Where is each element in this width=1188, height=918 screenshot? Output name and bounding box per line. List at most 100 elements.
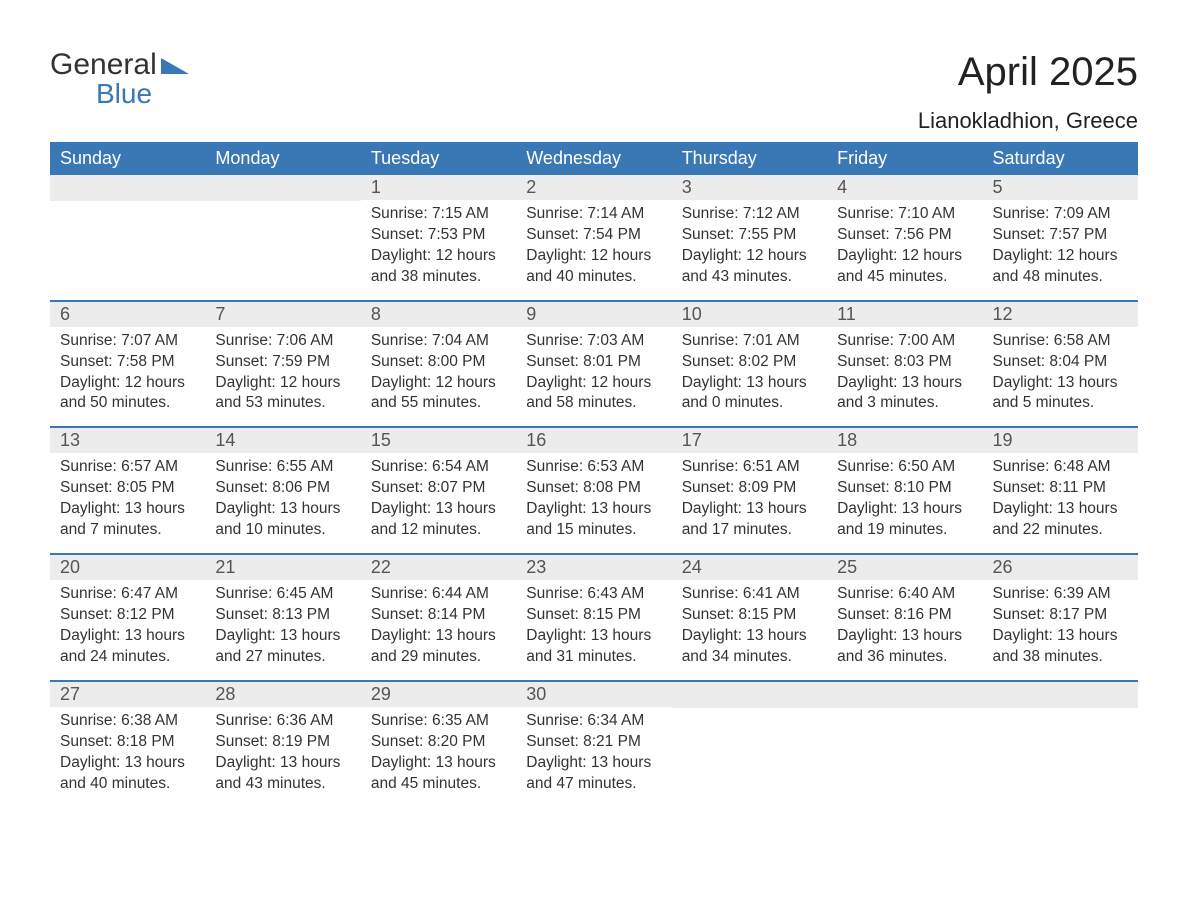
daylight-text: Daylight: 13 hours and 43 minutes. — [215, 753, 350, 795]
sunset-text: Sunset: 8:05 PM — [60, 478, 195, 499]
daylight-text: Daylight: 12 hours and 53 minutes. — [215, 373, 350, 415]
calendar-week-row: 13Sunrise: 6:57 AMSunset: 8:05 PMDayligh… — [50, 426, 1138, 553]
daylight-text: Daylight: 13 hours and 47 minutes. — [526, 753, 661, 795]
sunrise-text: Sunrise: 7:06 AM — [215, 331, 350, 352]
dow-sunday: Sunday — [50, 142, 205, 175]
day-body: Sunrise: 6:36 AMSunset: 8:19 PMDaylight:… — [205, 707, 360, 795]
day-body: Sunrise: 6:43 AMSunset: 8:15 PMDaylight:… — [516, 580, 671, 668]
sunrise-text: Sunrise: 6:36 AM — [215, 711, 350, 732]
day-body: Sunrise: 7:12 AMSunset: 7:55 PMDaylight:… — [672, 200, 827, 288]
sunrise-text: Sunrise: 7:14 AM — [526, 204, 661, 225]
day-number — [827, 682, 982, 708]
sunrise-text: Sunrise: 7:15 AM — [371, 204, 506, 225]
dow-monday: Monday — [205, 142, 360, 175]
sunset-text: Sunset: 8:14 PM — [371, 605, 506, 626]
day-body: Sunrise: 6:55 AMSunset: 8:06 PMDaylight:… — [205, 453, 360, 541]
logo-triangle-icon — [161, 50, 189, 80]
day-body: Sunrise: 6:58 AMSunset: 8:04 PMDaylight:… — [983, 327, 1138, 415]
daylight-text: Daylight: 13 hours and 15 minutes. — [526, 499, 661, 541]
calendar-day-cell: 19Sunrise: 6:48 AMSunset: 8:11 PMDayligh… — [983, 428, 1138, 553]
sunset-text: Sunset: 8:20 PM — [371, 732, 506, 753]
calendar-day-cell: 12Sunrise: 6:58 AMSunset: 8:04 PMDayligh… — [983, 302, 1138, 427]
daylight-text: Daylight: 13 hours and 29 minutes. — [371, 626, 506, 668]
sunset-text: Sunset: 7:55 PM — [682, 225, 817, 246]
daylight-text: Daylight: 13 hours and 5 minutes. — [993, 373, 1128, 415]
day-number: 20 — [50, 555, 205, 580]
sunset-text: Sunset: 7:59 PM — [215, 352, 350, 373]
daylight-text: Daylight: 13 hours and 24 minutes. — [60, 626, 195, 668]
sunrise-text: Sunrise: 7:01 AM — [682, 331, 817, 352]
sunrise-text: Sunrise: 6:44 AM — [371, 584, 506, 605]
day-body: Sunrise: 7:00 AMSunset: 8:03 PMDaylight:… — [827, 327, 982, 415]
daylight-text: Daylight: 13 hours and 3 minutes. — [837, 373, 972, 415]
sunrise-text: Sunrise: 6:35 AM — [371, 711, 506, 732]
calendar-day-cell: 21Sunrise: 6:45 AMSunset: 8:13 PMDayligh… — [205, 555, 360, 680]
sunset-text: Sunset: 7:58 PM — [60, 352, 195, 373]
logo-word-2: Blue — [96, 80, 189, 108]
daylight-text: Daylight: 13 hours and 36 minutes. — [837, 626, 972, 668]
day-number: 8 — [361, 302, 516, 327]
day-body: Sunrise: 6:54 AMSunset: 8:07 PMDaylight:… — [361, 453, 516, 541]
day-number: 11 — [827, 302, 982, 327]
sunset-text: Sunset: 8:21 PM — [526, 732, 661, 753]
day-number: 14 — [205, 428, 360, 453]
calendar-day-cell: 26Sunrise: 6:39 AMSunset: 8:17 PMDayligh… — [983, 555, 1138, 680]
calendar-day-cell: 8Sunrise: 7:04 AMSunset: 8:00 PMDaylight… — [361, 302, 516, 427]
day-body: Sunrise: 7:15 AMSunset: 7:53 PMDaylight:… — [361, 200, 516, 288]
calendar-day-cell: 3Sunrise: 7:12 AMSunset: 7:55 PMDaylight… — [672, 175, 827, 300]
sunset-text: Sunset: 7:53 PM — [371, 225, 506, 246]
daylight-text: Daylight: 12 hours and 45 minutes. — [837, 246, 972, 288]
day-number: 1 — [361, 175, 516, 200]
calendar-day-cell: 15Sunrise: 6:54 AMSunset: 8:07 PMDayligh… — [361, 428, 516, 553]
calendar-day-cell: 20Sunrise: 6:47 AMSunset: 8:12 PMDayligh… — [50, 555, 205, 680]
calendar-day-cell: 2Sunrise: 7:14 AMSunset: 7:54 PMDaylight… — [516, 175, 671, 300]
calendar-grid: Sunday Monday Tuesday Wednesday Thursday… — [50, 142, 1138, 806]
daylight-text: Daylight: 13 hours and 27 minutes. — [215, 626, 350, 668]
day-number: 30 — [516, 682, 671, 707]
day-body: Sunrise: 6:35 AMSunset: 8:20 PMDaylight:… — [361, 707, 516, 795]
day-number: 27 — [50, 682, 205, 707]
sunset-text: Sunset: 8:06 PM — [215, 478, 350, 499]
calendar-day-cell: 18Sunrise: 6:50 AMSunset: 8:10 PMDayligh… — [827, 428, 982, 553]
daylight-text: Daylight: 13 hours and 34 minutes. — [682, 626, 817, 668]
day-body: Sunrise: 7:06 AMSunset: 7:59 PMDaylight:… — [205, 327, 360, 415]
sunset-text: Sunset: 8:19 PM — [215, 732, 350, 753]
daylight-text: Daylight: 12 hours and 40 minutes. — [526, 246, 661, 288]
sunset-text: Sunset: 8:13 PM — [215, 605, 350, 626]
sunrise-text: Sunrise: 6:58 AM — [993, 331, 1128, 352]
day-number — [50, 175, 205, 201]
sunset-text: Sunset: 8:07 PM — [371, 478, 506, 499]
day-body: Sunrise: 6:38 AMSunset: 8:18 PMDaylight:… — [50, 707, 205, 795]
daylight-text: Daylight: 13 hours and 38 minutes. — [993, 626, 1128, 668]
day-body: Sunrise: 6:41 AMSunset: 8:15 PMDaylight:… — [672, 580, 827, 668]
sunset-text: Sunset: 8:17 PM — [993, 605, 1128, 626]
sunrise-text: Sunrise: 6:39 AM — [993, 584, 1128, 605]
day-number: 19 — [983, 428, 1138, 453]
daylight-text: Daylight: 12 hours and 38 minutes. — [371, 246, 506, 288]
day-number: 28 — [205, 682, 360, 707]
daylight-text: Daylight: 13 hours and 10 minutes. — [215, 499, 350, 541]
day-body: Sunrise: 6:47 AMSunset: 8:12 PMDaylight:… — [50, 580, 205, 668]
sunrise-text: Sunrise: 6:51 AM — [682, 457, 817, 478]
sunset-text: Sunset: 7:57 PM — [993, 225, 1128, 246]
day-body: Sunrise: 7:04 AMSunset: 8:00 PMDaylight:… — [361, 327, 516, 415]
day-body: Sunrise: 6:34 AMSunset: 8:21 PMDaylight:… — [516, 707, 671, 795]
calendar-day-cell: 4Sunrise: 7:10 AMSunset: 7:56 PMDaylight… — [827, 175, 982, 300]
sunrise-text: Sunrise: 7:04 AM — [371, 331, 506, 352]
day-number: 29 — [361, 682, 516, 707]
daylight-text: Daylight: 13 hours and 45 minutes. — [371, 753, 506, 795]
day-body: Sunrise: 6:53 AMSunset: 8:08 PMDaylight:… — [516, 453, 671, 541]
daylight-text: Daylight: 12 hours and 43 minutes. — [682, 246, 817, 288]
calendar-week-row: 20Sunrise: 6:47 AMSunset: 8:12 PMDayligh… — [50, 553, 1138, 680]
sunset-text: Sunset: 8:10 PM — [837, 478, 972, 499]
day-body: Sunrise: 6:44 AMSunset: 8:14 PMDaylight:… — [361, 580, 516, 668]
day-body: Sunrise: 7:01 AMSunset: 8:02 PMDaylight:… — [672, 327, 827, 415]
day-number: 6 — [50, 302, 205, 327]
calendar-week-row: 1Sunrise: 7:15 AMSunset: 7:53 PMDaylight… — [50, 175, 1138, 300]
sunrise-text: Sunrise: 6:45 AM — [215, 584, 350, 605]
day-number: 17 — [672, 428, 827, 453]
sunset-text: Sunset: 7:54 PM — [526, 225, 661, 246]
calendar-day-cell: 29Sunrise: 6:35 AMSunset: 8:20 PMDayligh… — [361, 682, 516, 807]
calendar-day-cell: 30Sunrise: 6:34 AMSunset: 8:21 PMDayligh… — [516, 682, 671, 807]
day-body: Sunrise: 7:07 AMSunset: 7:58 PMDaylight:… — [50, 327, 205, 415]
